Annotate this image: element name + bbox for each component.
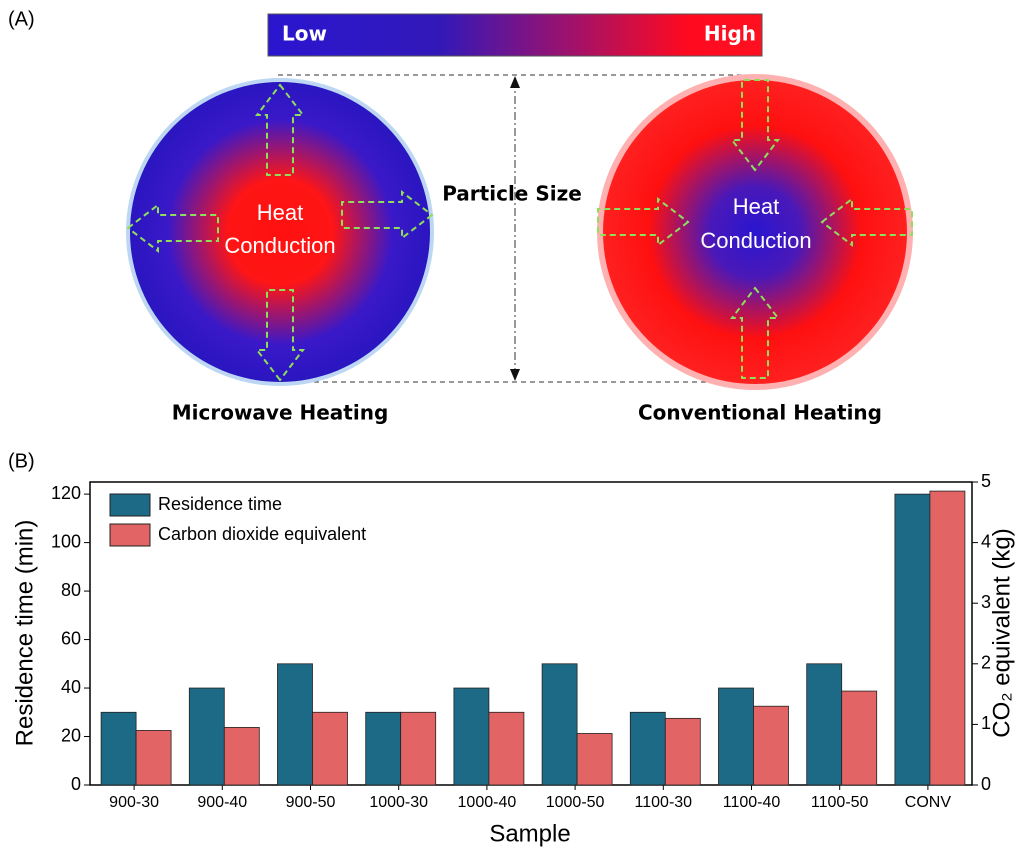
- panel-label: (B): [8, 450, 35, 472]
- y2-axis-label: CO₂ equivalent (kg): [988, 528, 1015, 737]
- caption: Microwave Heating: [172, 401, 389, 425]
- y2-tick-label: 5: [981, 471, 991, 491]
- bar: [366, 712, 401, 785]
- bar: [630, 712, 665, 785]
- bar: [665, 718, 700, 785]
- arrow-head: [510, 369, 520, 381]
- particle-size: Particle Size: [442, 182, 582, 206]
- legend-label: Residence time: [158, 494, 282, 514]
- y2-tick-label: 0: [981, 774, 991, 794]
- y2-tick-label: 1: [981, 713, 991, 733]
- particle-text: Heat: [257, 200, 303, 225]
- x-tick-label: 900-40: [197, 794, 247, 811]
- y-tick-label: 0: [71, 774, 81, 794]
- x-tick-label: 1000-50: [546, 794, 605, 811]
- legend-label: Carbon dioxide equivalent: [158, 524, 366, 544]
- x-tick-label: 1000-30: [369, 794, 428, 811]
- x-tick-label: 900-30: [109, 794, 159, 811]
- bar: [278, 664, 313, 785]
- x-axis-label: Sample: [489, 820, 570, 847]
- caption: Conventional Heating: [638, 401, 882, 425]
- color-scale: [268, 14, 762, 56]
- y-tick-label: 100: [51, 531, 81, 551]
- bar: [930, 491, 965, 785]
- bar: [754, 706, 789, 785]
- arrow-head: [510, 76, 520, 88]
- x-tick-label: 1100-30: [635, 794, 693, 811]
- y-tick-label: 80: [61, 580, 81, 600]
- y2-tick-label: 3: [981, 592, 991, 612]
- x-tick-label: 900-50: [286, 794, 336, 811]
- y-tick-label: 20: [61, 725, 81, 745]
- y2-tick-label: 2: [981, 653, 991, 673]
- bar: [895, 494, 930, 785]
- y2-tick-label: 4: [981, 531, 991, 551]
- bar: [489, 712, 524, 785]
- figure: (A) Low High Particle Size Heat Conducti…: [0, 0, 1020, 851]
- scale-high: High: [704, 22, 756, 46]
- bar: [313, 712, 348, 785]
- bar: [719, 688, 754, 785]
- bar: [542, 664, 577, 785]
- bar: [224, 727, 259, 785]
- y-tick-label: 40: [61, 677, 81, 697]
- bar: [842, 691, 877, 785]
- y-tick-label: 120: [51, 483, 81, 503]
- y-axis-label: Residence time (min): [11, 520, 38, 747]
- particle-text: Heat: [733, 194, 779, 219]
- scale-low: Low: [282, 22, 327, 46]
- x-tick-label: CONV: [905, 794, 952, 811]
- bar: [401, 712, 436, 785]
- bar: [101, 712, 136, 785]
- legend-swatch: [110, 494, 150, 516]
- x-tick-label: 1100-40: [723, 794, 781, 811]
- bar: [454, 688, 489, 785]
- bar: [807, 664, 842, 785]
- particle-text: Conduction: [224, 233, 335, 258]
- x-tick-label: 1100-50: [811, 794, 869, 811]
- panel-label: (A): [8, 8, 35, 30]
- y-tick-label: 60: [61, 628, 81, 648]
- bar: [577, 733, 612, 785]
- bar: [136, 730, 171, 785]
- bar: [189, 688, 224, 785]
- legend-swatch: [110, 524, 150, 546]
- particle-text: Conduction: [700, 228, 811, 253]
- x-tick-label: 1000-40: [458, 794, 517, 811]
